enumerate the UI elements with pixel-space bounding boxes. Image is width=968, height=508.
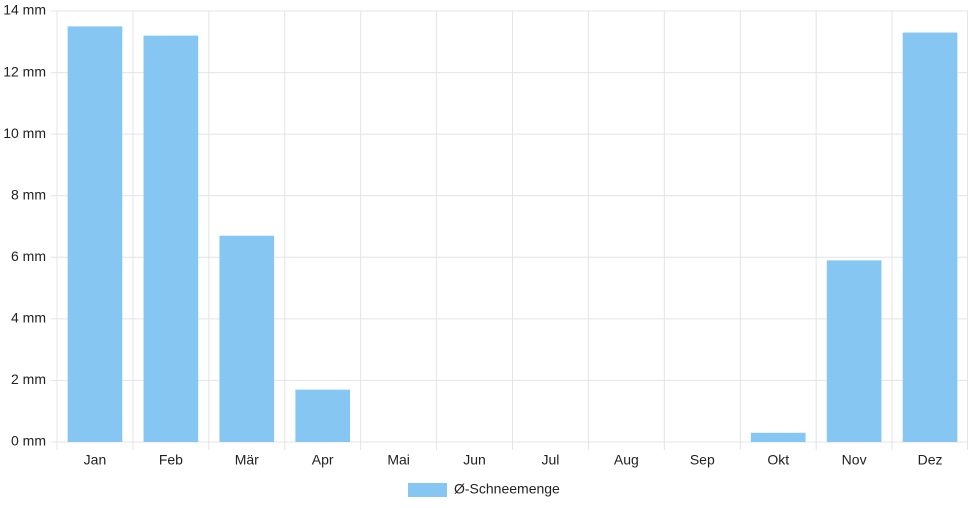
bar	[219, 235, 275, 442]
x-tick-label: Feb	[159, 452, 183, 468]
bar	[826, 260, 882, 442]
legend-label: Ø-Schneemenge	[454, 481, 560, 497]
bar	[143, 35, 199, 442]
y-tick-label: 12 mm	[3, 63, 46, 79]
y-tick-label: 10 mm	[3, 125, 46, 141]
y-tick-label: 8 mm	[11, 186, 46, 202]
x-tick-label: Apr	[312, 452, 334, 468]
x-tick-label: Jul	[542, 452, 560, 468]
bar	[295, 389, 351, 442]
x-tick-label: Dez	[918, 452, 943, 468]
x-tick-label: Jan	[84, 452, 107, 468]
y-tick-label: 4 mm	[11, 310, 46, 326]
x-tick-label: Okt	[767, 452, 789, 468]
legend-swatch	[408, 483, 447, 497]
bar	[67, 26, 123, 443]
x-tick-label: Jun	[463, 452, 486, 468]
x-tick-label: Mär	[235, 452, 259, 468]
bar	[902, 32, 958, 443]
x-tick-label: Aug	[614, 452, 639, 468]
x-tick-label: Nov	[842, 452, 867, 468]
x-tick-label: Sep	[690, 452, 715, 468]
x-tick-label: Mai	[387, 452, 410, 468]
y-tick-label: 2 mm	[11, 371, 46, 387]
y-tick-label: 14 mm	[3, 2, 46, 18]
y-tick-label: 6 mm	[11, 248, 46, 264]
y-tick-label: 0 mm	[11, 433, 46, 449]
bar	[750, 432, 806, 442]
